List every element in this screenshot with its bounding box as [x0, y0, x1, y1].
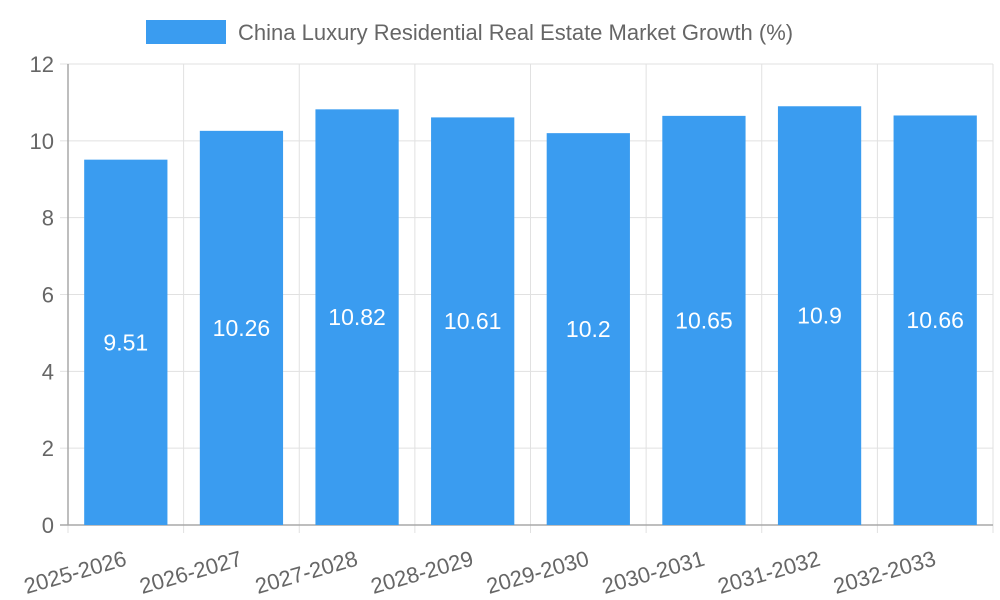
- y-tick-label: 0: [42, 513, 54, 538]
- bar[interactable]: [546, 133, 630, 525]
- bar[interactable]: [315, 109, 399, 525]
- bar[interactable]: [777, 106, 862, 525]
- bar-value-label: 10.9: [797, 303, 842, 329]
- bar-value-label: 10.66: [906, 307, 964, 333]
- bar-value-label: 10.2: [566, 316, 611, 342]
- legend-label: China Luxury Residential Real Estate Mar…: [238, 20, 793, 45]
- x-tick-label: 2029-2030: [484, 546, 592, 599]
- x-tick-label: 2031-2032: [715, 546, 823, 599]
- x-tick-label: 2026-2027: [137, 546, 245, 599]
- y-tick-label: 2: [42, 436, 54, 461]
- bar[interactable]: [84, 159, 168, 525]
- bars: [84, 106, 977, 526]
- y-tick-label: 12: [30, 52, 54, 77]
- x-tick-label: 2032-2033: [831, 546, 939, 599]
- y-tick-label: 10: [30, 129, 54, 154]
- legend[interactable]: China Luxury Residential Real Estate Mar…: [146, 20, 793, 45]
- data-labels: 9.51 10.26 10.82 10.61 10.2 10.65 10.9 10.66: [103, 303, 964, 356]
- x-tick-label: 2027-2028: [252, 546, 360, 599]
- bar-value-label: 10.26: [213, 315, 271, 341]
- x-tick-label: 2025-2026: [21, 546, 129, 599]
- bar[interactable]: [199, 130, 284, 525]
- x-tick-label: 2028-2029: [368, 546, 476, 599]
- y-tick-label: 6: [42, 283, 54, 308]
- y-tick-label: 4: [42, 359, 54, 384]
- legend-swatch: [146, 20, 226, 44]
- bar[interactable]: [662, 115, 746, 526]
- bar[interactable]: [893, 115, 977, 525]
- x-tick-label: 2030-2031: [599, 546, 707, 599]
- bar-value-label: 10.82: [328, 304, 386, 330]
- y-tick-label: 8: [42, 206, 54, 231]
- bar[interactable]: [431, 117, 515, 525]
- bar-value-label: 10.65: [675, 307, 733, 333]
- bar-value-label: 10.61: [444, 308, 502, 334]
- bar-value-label: 9.51: [103, 329, 148, 355]
